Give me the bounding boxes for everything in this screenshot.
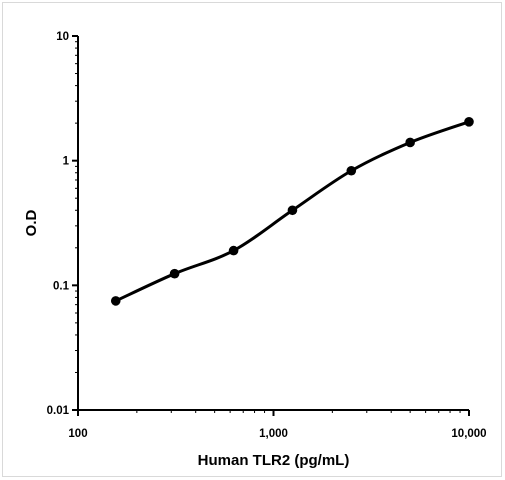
x-tick-label: 100	[68, 428, 87, 440]
data-point	[287, 205, 298, 216]
data-point	[346, 165, 357, 176]
data-point	[464, 117, 474, 127]
x-tick-label: 10,000	[451, 428, 486, 440]
data-point	[405, 137, 415, 148]
y-tick-label: 1	[63, 156, 70, 168]
data-point	[169, 268, 180, 279]
ticks: 10 1 0.1 0.01 100 1,000 10,000	[47, 31, 487, 440]
data-point	[228, 245, 239, 256]
series-layer	[110, 117, 474, 306]
x-tick-label: 1,000	[259, 428, 288, 440]
data-point	[110, 296, 121, 306]
y-tick-label: 10	[56, 31, 69, 43]
x-axis-title: Human TLR2 (pg/mL)	[198, 452, 350, 469]
y-tick-label: 0.01	[47, 405, 70, 417]
y-axis-title: O.D	[23, 210, 40, 237]
y-tick-label: 0.1	[53, 280, 70, 292]
